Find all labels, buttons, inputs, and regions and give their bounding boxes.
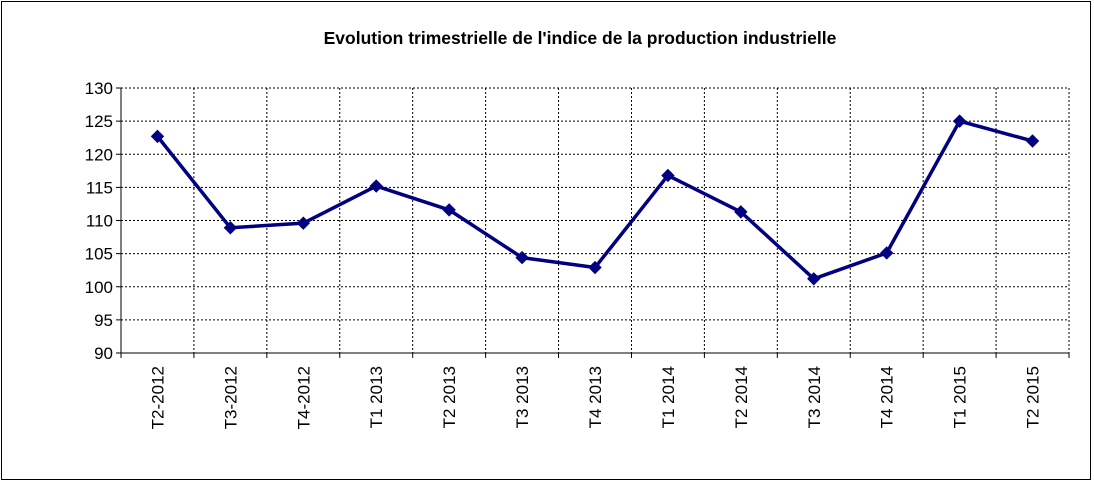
x-tick-label: T2-2012 (148, 366, 167, 429)
y-tick-label: 105 (85, 245, 113, 264)
y-tick-label: 100 (85, 278, 113, 297)
series (150, 114, 1040, 286)
gridlines (121, 87, 1070, 353)
x-axis-ticks: T2-2012 T3-2012 T4-2012 T1 2013 T2 2013 T3 20… (120, 353, 1070, 429)
x-tick-label: T1 2015 (951, 366, 970, 428)
data-point-marker (515, 250, 529, 265)
y-tick-label: 95 (94, 311, 113, 330)
y-tick-label: 115 (86, 178, 113, 197)
data-point-marker (588, 260, 602, 275)
y-tick-label: 120 (85, 145, 113, 164)
data-point-marker (223, 221, 238, 235)
x-tick-label: T3 2014 (805, 366, 824, 428)
y-axis-ticks: 90 95 100 105 110 115 120 125 130 (85, 79, 121, 363)
data-point-marker (150, 129, 165, 144)
data-point-marker (952, 114, 967, 128)
data-point-marker (734, 205, 748, 219)
y-tick-label: 125 (85, 112, 113, 131)
x-tick-label: T4-2012 (294, 366, 313, 429)
y-tick-label: 130 (85, 79, 113, 98)
data-point-marker (879, 246, 894, 260)
data-point-marker (807, 272, 821, 286)
data-point-marker (661, 168, 675, 183)
data-point-marker (369, 179, 383, 193)
x-tick-label: T2 2013 (440, 366, 459, 428)
x-tick-label: T2 2015 (1024, 366, 1043, 428)
x-tick-label: T4 2013 (586, 366, 605, 428)
x-tick-label: T3-2012 (221, 366, 240, 429)
x-tick-label: T1 2014 (659, 366, 678, 428)
y-tick-label: 90 (94, 344, 113, 363)
data-point-marker (442, 203, 456, 217)
x-tick-label: T3 2013 (513, 366, 532, 428)
data-point-marker (1025, 134, 1040, 148)
x-tick-label: T4 2014 (878, 366, 897, 428)
data-point-marker (296, 216, 311, 230)
x-tick-label: T1 2013 (367, 366, 386, 428)
chart-title: Evolution trimestrielle de l'indice de l… (323, 28, 837, 48)
x-tick-label: T2 2014 (732, 366, 751, 428)
y-tick-label: 110 (86, 212, 113, 231)
